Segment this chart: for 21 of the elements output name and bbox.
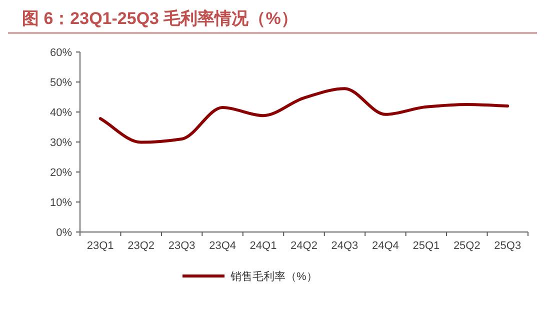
x-tick-label: 25Q3 [494, 240, 522, 252]
y-tick-label: 40% [50, 107, 72, 119]
x-tick-label: 23Q2 [128, 240, 155, 252]
x-tick-label: 24Q2 [290, 240, 318, 252]
y-tick-label: 0% [56, 227, 72, 239]
x-tick-label: 23Q3 [168, 240, 196, 252]
y-tick-label: 60% [50, 47, 72, 59]
x-tick-label: 25Q1 [412, 240, 440, 252]
y-tick-label: 50% [50, 77, 72, 89]
x-tick-label: 24Q4 [372, 240, 399, 252]
x-tick-label: 24Q3 [331, 240, 358, 252]
x-tick-label: 24Q1 [250, 240, 277, 252]
x-tick-label: 23Q1 [86, 240, 114, 252]
y-tick-label: 10% [50, 197, 72, 209]
y-tick-label: 20% [50, 167, 72, 179]
x-tick-label: 23Q4 [209, 240, 236, 252]
legend-label: 销售毛利率（%） [230, 270, 318, 283]
y-tick-label: 30% [50, 137, 72, 149]
x-tick-label: 25Q2 [453, 240, 480, 252]
line-series [98, 87, 510, 144]
chart-title: 图 6：23Q1-25Q3 毛利率情况（%） [22, 9, 298, 28]
